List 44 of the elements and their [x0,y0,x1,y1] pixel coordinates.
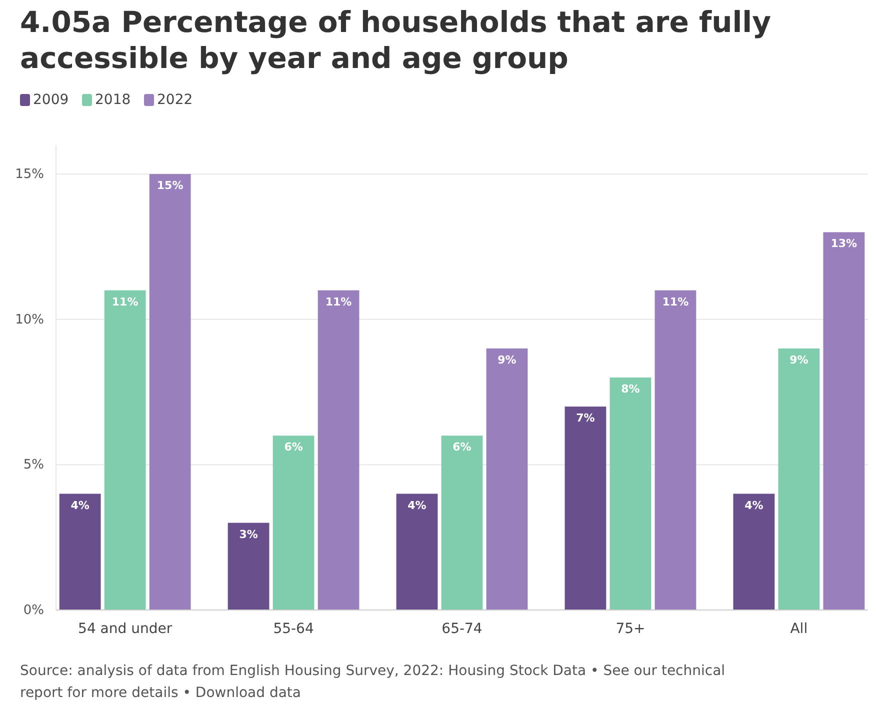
y-tick-label: 15% [15,167,44,182]
y-tick-label: 10% [15,312,44,328]
legend-label: 2009 [33,92,69,108]
data-label: 13% [830,237,858,250]
data-label: 11% [662,295,689,308]
data-label: 6% [284,440,303,454]
x-tick-label: 54 and under [78,621,172,637]
bar [59,494,101,610]
y-tick-label: 0% [23,603,44,618]
x-tick-label: 55-64 [273,621,314,637]
bar [318,290,360,610]
bar [486,348,528,610]
data-label: 9% [498,353,516,366]
x-tick-label: All [790,621,808,637]
bar [610,378,652,610]
bar [778,348,820,610]
data-label: 11% [112,295,138,308]
data-label: 8% [621,382,640,396]
bar [104,290,146,610]
bar [733,494,775,610]
data-label: 6% [452,440,472,454]
legend-label: 2022 [157,92,193,108]
data-label: 3% [239,528,258,541]
bar [228,522,270,610]
legend-label: 2018 [95,92,131,108]
data-label: 9% [790,353,808,366]
bar [823,232,865,610]
bar [441,436,483,610]
bar [149,174,191,610]
chart-title: 4.05a Percentage of households that are fully accessible by year and age group [20,5,772,75]
x-tick-label: 75+ [616,621,646,637]
bar [564,406,606,610]
data-label: 4% [744,498,764,512]
data-label: 4% [408,498,426,512]
data-label: 7% [576,412,595,425]
y-tick-label: 5% [23,458,44,473]
bar [272,436,314,610]
bar [654,290,696,610]
source-note: Source: analysis of data from English Housing Survey, 2022: Housing Stock Data • See our technical report for more details • Download data [20,663,726,701]
data-label: 4% [70,498,90,512]
x-tick-label: 65-74 [442,621,482,637]
data-label: 15% [156,179,184,192]
data-label: 11% [325,295,352,308]
bar [396,494,438,610]
